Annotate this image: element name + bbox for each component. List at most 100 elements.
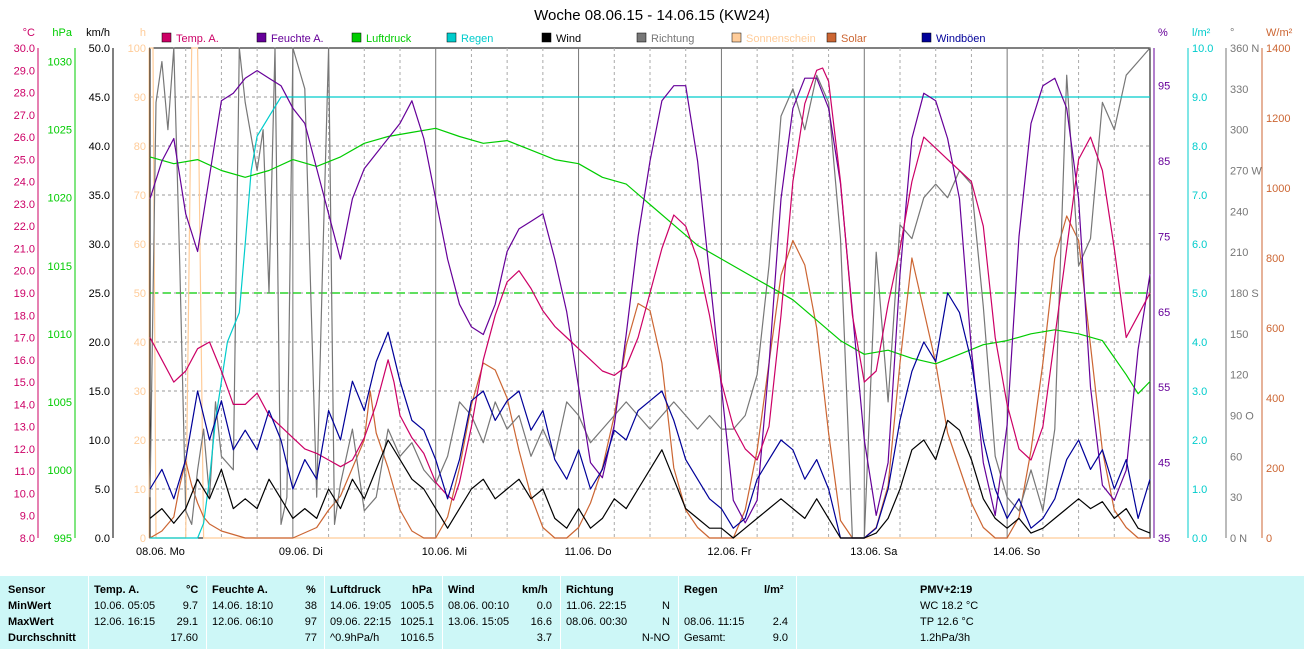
pressure-axis-tick-label: 1030: [48, 57, 72, 69]
temp-axis-tick-label: 13.0: [14, 422, 35, 434]
axis-unit-labels: °C hPa km/h h% l/m² ° W/m²: [23, 27, 1293, 39]
wind-chill: WC 18.2 °C: [920, 600, 979, 612]
direction-axis-tick-label: 360 N: [1230, 43, 1259, 55]
rain-total-value: 9.0: [772, 632, 788, 644]
rain-axis-tick-label: 5.0: [1192, 288, 1207, 300]
legend-swatch: [921, 32, 932, 43]
legend-label: Sonnenschein: [746, 33, 816, 45]
direction-axis-tick-label: 180 S: [1230, 288, 1259, 300]
legend-label: Temp. A.: [176, 33, 219, 45]
rain-axis-tick-label: 1.0: [1192, 484, 1207, 496]
wind-axis-tick-label: 50.0: [89, 43, 110, 55]
header-rain: Regen: [684, 584, 718, 596]
sunshine-axis-tick-label: 60: [134, 239, 146, 251]
direction-axis-tick-label: 210: [1230, 247, 1248, 259]
header-temp-unit: °C: [186, 584, 199, 596]
header-pressure-unit: hPa: [412, 584, 433, 596]
min-pressure-value: 1005.5: [400, 600, 434, 612]
pressure-3h-trend: 1.2hPa/3h: [920, 632, 971, 644]
legend-label: Wind: [556, 33, 581, 45]
header-humidity-unit: %: [306, 584, 316, 596]
header-pressure: Luftdruck: [330, 584, 381, 596]
temp-axis-tick-label: 9.0: [20, 511, 35, 523]
rain-axis-tick-label: 0.0: [1192, 533, 1207, 545]
temp-axis-tick-label: 20.0: [14, 266, 35, 278]
temp-axis-tick-label: 27.0: [14, 110, 35, 122]
min-direction-time: 11.06. 22:15: [566, 600, 627, 612]
temp-axis-tick-label: 19.0: [14, 288, 35, 300]
header-direction: Richtung: [566, 584, 614, 596]
direction-axis-tick-label: 150: [1230, 329, 1248, 341]
temp-axis-tick-label: 16.0: [14, 355, 35, 367]
wind-axis-tick-label: 15.0: [89, 386, 110, 398]
x-day-label: 11.06. Do: [565, 546, 612, 558]
humidity-axis-tick-label: 35: [1158, 533, 1170, 545]
series-line-gust: [149, 292, 1151, 539]
sunshine-axis-tick-label: 40: [134, 337, 146, 349]
temp-axis-tick-label: 11.0: [14, 466, 35, 478]
rain-axis-tick-label: 3.0: [1192, 386, 1207, 398]
legend: Temp. A. Feuchte A. Luftdruck Regen Wind Rich…: [161, 32, 986, 45]
max-pressure-value: 1025.1: [400, 616, 434, 628]
rain-axis-tick-label: 4.0: [1192, 337, 1207, 349]
temp-axis-tick-label: 14.0: [14, 399, 35, 411]
header-wind: Wind: [448, 584, 475, 596]
humidity-axis-unit: %: [1158, 27, 1168, 39]
rain-axis-tick-label: 9.0: [1192, 92, 1207, 104]
sunshine-axis-tick-label: 50: [134, 288, 146, 300]
max-temp-time: 12.06. 16:15: [94, 616, 156, 628]
axes: 30.0 29.0 28.0 27.0 26.0 25.0 24.0 23.0 22.0 21.0…: [14, 43, 1291, 545]
legend-swatch: [161, 32, 172, 43]
temp-axis-tick-label: 24.0: [14, 177, 35, 189]
solar-axis-tick-label: 0: [1266, 533, 1272, 545]
header-wind-unit: km/h: [522, 584, 548, 596]
min-humidity-value: 38: [304, 600, 317, 612]
legend-swatch: [636, 32, 647, 43]
direction-axis-tick-label: 60: [1230, 451, 1242, 463]
series-line-sunshine: [150, 47, 1150, 539]
pressure-axis-tick-label: 1015: [48, 261, 72, 273]
sunshine-axis-tick-label: 30: [134, 386, 146, 398]
humidity-axis-tick-label: 65: [1158, 307, 1170, 319]
solar-axis-tick-label: 600: [1266, 323, 1284, 335]
x-day-label: 14.06. So: [993, 546, 1040, 558]
legend-swatch: [446, 32, 457, 43]
min-temp-time: 10.06. 05:05: [94, 600, 156, 612]
direction-axis-tick-label: 270 W: [1230, 166, 1262, 178]
series-line-pressure: [149, 127, 1151, 395]
max-humidity-time: 12.06. 06:10: [212, 616, 274, 628]
max-direction-time: 08.06. 00:30: [566, 616, 628, 628]
max-humidity-value: 97: [304, 616, 317, 628]
max-direction-value: N: [662, 616, 670, 628]
humidity-axis-tick-label: 55: [1158, 382, 1170, 394]
sunshine-axis-unit: h: [140, 27, 146, 39]
plot-area: [149, 47, 1151, 539]
humidity-axis-tick-label: 45: [1158, 458, 1170, 470]
solar-axis-tick-label: 1000: [1266, 183, 1290, 195]
max-pressure-time: 09.06. 22:15: [330, 616, 392, 628]
temp-axis-tick-label: 12.0: [14, 444, 35, 456]
temp-axis-tick-label: 30.0: [14, 43, 35, 55]
humidity-axis-tick-label: 95: [1158, 81, 1170, 93]
rain-total-label: Gesamt:: [684, 632, 726, 644]
max-temp-value: 29.1: [176, 616, 198, 628]
temp-axis-tick-label: 17.0: [14, 333, 35, 345]
rain-axis-tick-label: 6.0: [1192, 239, 1207, 251]
sunshine-axis-tick-label: 100: [128, 43, 146, 55]
legend-label: Solar: [841, 33, 867, 45]
sunshine-axis-tick-label: 90: [134, 92, 146, 104]
sunshine-axis-tick-label: 80: [134, 141, 146, 153]
chart-title: Woche 08.06.15 - 14.06.15 (KW24): [534, 7, 770, 24]
pressure-axis-tick-label: 1000: [48, 465, 72, 477]
temp-axis-tick-label: 25.0: [14, 154, 35, 166]
temp-axis-tick-label: 10.0: [14, 489, 35, 501]
temp-axis-tick-label: 21.0: [14, 244, 35, 256]
pressure-trend: ^0.9hPa/h: [330, 632, 380, 644]
statistics-table: Sensor Temp. A. °C Feuchte A. % Luftdruc…: [0, 576, 1304, 649]
solar-axis-tick-label: 1200: [1266, 113, 1290, 125]
min-pressure-time: 14.06. 19:05: [330, 600, 392, 612]
legend-label: Feuchte A.: [271, 33, 324, 45]
series-line-solar: [149, 215, 1150, 539]
pressure-axis-tick-label: 1005: [48, 397, 72, 409]
x-day-label: 10.06. Mi: [422, 546, 467, 558]
